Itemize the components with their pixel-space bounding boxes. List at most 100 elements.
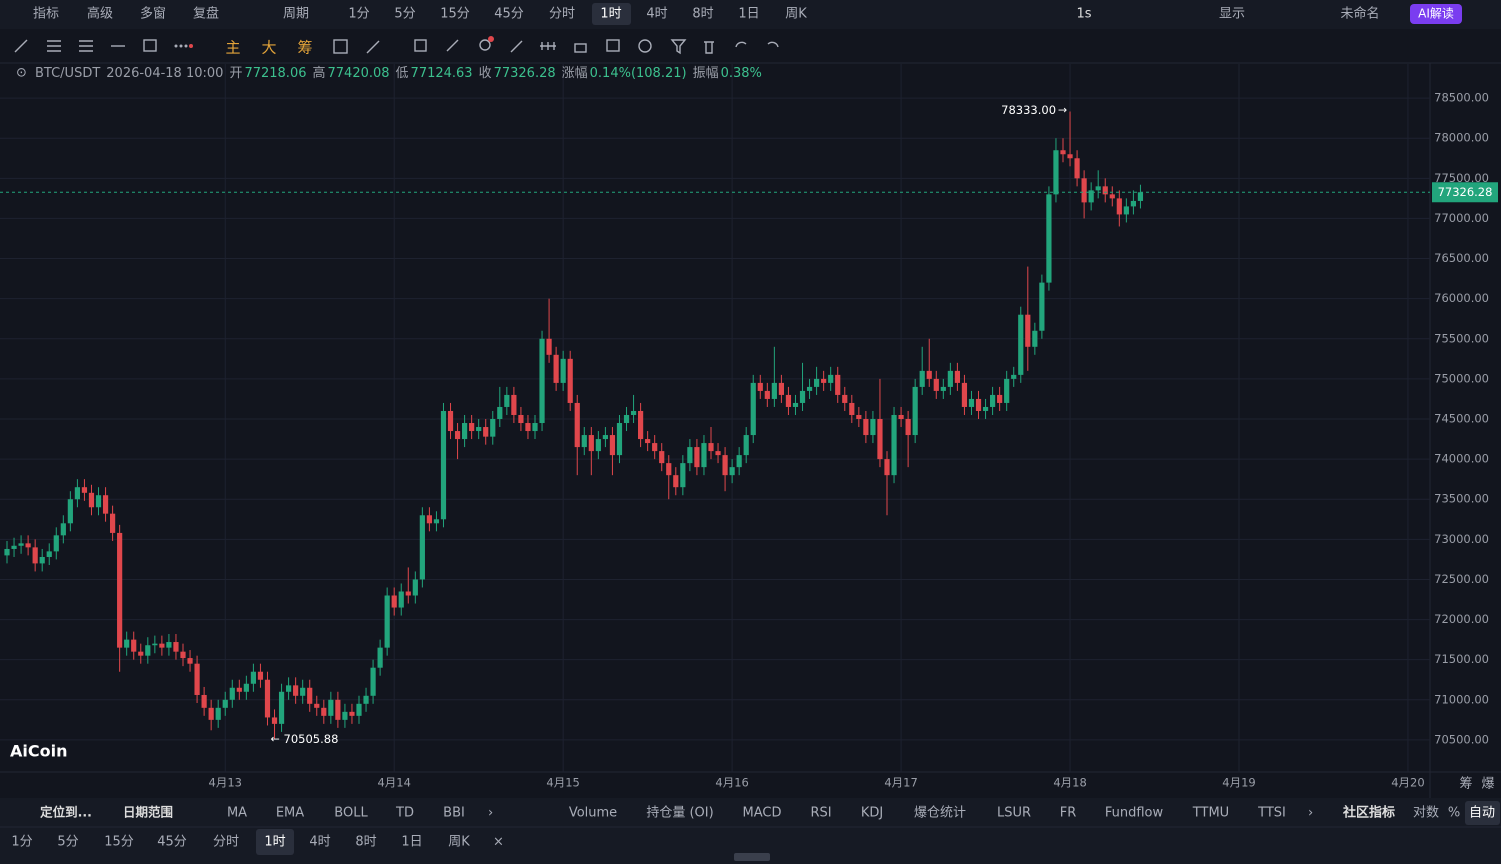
period-tab[interactable]: 8时 bbox=[355, 835, 376, 850]
y-tick-label: 77500.00 bbox=[1434, 171, 1489, 185]
menu-item[interactable]: 高级 bbox=[87, 6, 113, 22]
scale-option[interactable]: 自动 bbox=[1469, 806, 1495, 821]
main-tool[interactable]: 筹 bbox=[297, 39, 312, 57]
candle-body bbox=[694, 447, 700, 468]
indicator-tab[interactable]: TTSI bbox=[1257, 806, 1286, 821]
period-tab[interactable]: 1分 bbox=[348, 7, 369, 22]
x-tick-label: 4月16 bbox=[715, 776, 748, 790]
field-value: 0.14%(108.21) bbox=[590, 66, 687, 81]
period-tab[interactable]: 8时 bbox=[692, 7, 713, 22]
period-tab[interactable]: 周K bbox=[448, 835, 470, 850]
period-tab[interactable]: 45分 bbox=[494, 7, 524, 22]
indicator-tab[interactable]: BBI bbox=[443, 806, 465, 821]
period-tab[interactable]: 45分 bbox=[157, 835, 187, 850]
candle-body bbox=[1123, 206, 1129, 215]
field-label: 振幅 bbox=[693, 66, 719, 81]
collapse-icon[interactable]: ⊙ bbox=[16, 66, 27, 81]
candle-body bbox=[1060, 150, 1066, 155]
toolbar-item[interactable]: AI解读 bbox=[1418, 7, 1454, 21]
candle-body bbox=[1004, 378, 1010, 403]
candle-body bbox=[659, 451, 665, 464]
community[interactable]: 社区指标 bbox=[1342, 805, 1395, 821]
field-label: 开 bbox=[229, 66, 242, 81]
candle-body bbox=[187, 658, 193, 664]
toolbar-item[interactable]: 1s bbox=[1076, 7, 1091, 22]
toolbar-item[interactable]: 未命名 bbox=[1340, 6, 1379, 22]
period-tab[interactable]: 4时 bbox=[309, 835, 330, 850]
period-tab[interactable]: 1日 bbox=[401, 835, 422, 850]
resize-handle[interactable] bbox=[734, 853, 770, 861]
period-tab[interactable]: 15分 bbox=[104, 835, 134, 850]
period-tab[interactable]: 1时 bbox=[264, 835, 285, 850]
period-tab[interactable]: 4时 bbox=[646, 7, 667, 22]
indicator-tab[interactable]: KDJ bbox=[861, 806, 883, 821]
scale-option[interactable]: 对数 bbox=[1413, 806, 1439, 821]
y-tick-label: 72500.00 bbox=[1434, 572, 1489, 586]
candle-body bbox=[926, 370, 932, 379]
scale-option[interactable]: % bbox=[1448, 806, 1460, 821]
x-tick-label: 4月15 bbox=[546, 776, 579, 790]
bottom-item[interactable]: 日期范围 bbox=[123, 805, 173, 820]
arrow: ← bbox=[271, 732, 280, 745]
menu-item[interactable]: 指标 bbox=[33, 7, 59, 22]
candle-body bbox=[645, 439, 651, 444]
candle-body bbox=[349, 711, 355, 716]
indicator-tab[interactable]: LSUR bbox=[997, 806, 1031, 821]
candle-body bbox=[990, 394, 996, 407]
candle-body bbox=[1081, 178, 1087, 203]
menu-item[interactable]: 多窗 bbox=[140, 6, 166, 22]
toolbar-item[interactable]: 显示 bbox=[1219, 7, 1245, 22]
period-tab[interactable]: 1分 bbox=[11, 835, 32, 850]
candle-body bbox=[842, 394, 848, 403]
candle-body bbox=[898, 414, 904, 420]
indicator-tab[interactable]: TD bbox=[395, 806, 414, 821]
auto-bg[interactable] bbox=[1465, 801, 1500, 825]
candle-body bbox=[553, 354, 559, 383]
menu-item[interactable]: 周期 bbox=[283, 7, 309, 22]
period-tab[interactable]: 5分 bbox=[394, 7, 415, 22]
candle-body bbox=[905, 419, 911, 436]
indicator-tab[interactable]: FR bbox=[1060, 806, 1077, 821]
period-tab[interactable]: 周K bbox=[785, 7, 807, 22]
candle-body bbox=[750, 382, 756, 436]
close-icon[interactable]: × bbox=[493, 835, 504, 850]
more-icon[interactable]: › bbox=[1308, 806, 1313, 821]
candle-body bbox=[940, 386, 946, 391]
y-tick-label: 70500.00 bbox=[1434, 732, 1489, 746]
indicator-tab[interactable]: MACD bbox=[743, 806, 782, 821]
period-tab[interactable]: 1时 bbox=[600, 7, 621, 22]
period-tab[interactable]: 1日 bbox=[738, 7, 759, 22]
bottom-item[interactable]: 定位到... bbox=[39, 805, 92, 820]
menu-item[interactable]: 复盘 bbox=[193, 6, 219, 22]
period-tab[interactable]: 分时 bbox=[549, 7, 575, 22]
side-label[interactable]: 爆 bbox=[1481, 777, 1494, 792]
indicator-tab[interactable]: 爆仓统计 bbox=[914, 806, 966, 821]
side-label[interactable]: 筹 bbox=[1459, 776, 1472, 792]
y-tick-label: 73000.00 bbox=[1434, 532, 1489, 546]
candle-body bbox=[131, 639, 137, 652]
indicator-tab[interactable]: Volume bbox=[569, 806, 617, 821]
period-tab[interactable]: 15分 bbox=[440, 7, 470, 22]
candle-body bbox=[933, 378, 939, 391]
candle-body bbox=[828, 374, 834, 383]
draw-icons[interactable] bbox=[14, 36, 779, 55]
indicator-tab[interactable]: RSI bbox=[810, 806, 831, 821]
ai-button-bg[interactable] bbox=[1410, 4, 1462, 24]
candle-body bbox=[1088, 190, 1094, 203]
indicator-tab[interactable]: EMA bbox=[276, 806, 304, 821]
main-tool[interactable]: 大 bbox=[261, 39, 276, 57]
period-tab[interactable]: 分时 bbox=[213, 835, 239, 850]
indicator-tab[interactable]: 持仓量 (OI) bbox=[646, 806, 713, 821]
more-icon[interactable]: › bbox=[488, 806, 493, 821]
main-tool[interactable]: 主 bbox=[225, 39, 240, 57]
indicator-tab[interactable]: MA bbox=[227, 806, 247, 821]
indicator-tab[interactable]: Fundflow bbox=[1105, 806, 1164, 821]
period-tab[interactable]: 5分 bbox=[57, 835, 78, 850]
candle-body bbox=[74, 487, 80, 500]
indicator-tab[interactable]: TTMU bbox=[1192, 806, 1229, 821]
candle-body bbox=[806, 386, 813, 391]
candle-body bbox=[567, 358, 573, 403]
candle-body bbox=[4, 548, 10, 556]
indicator-tab[interactable]: BOLL bbox=[334, 806, 368, 821]
